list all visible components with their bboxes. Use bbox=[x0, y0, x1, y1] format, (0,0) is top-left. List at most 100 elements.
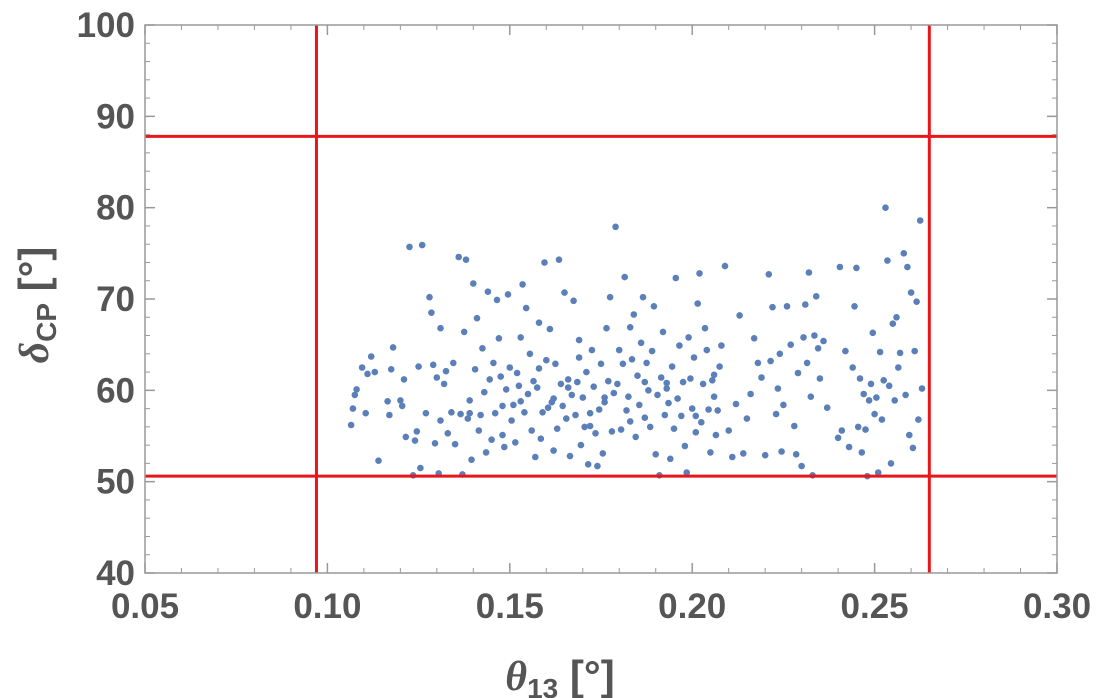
data-point bbox=[626, 418, 634, 425]
data-point bbox=[780, 401, 787, 409]
data-point bbox=[798, 462, 805, 470]
data-point bbox=[743, 415, 751, 422]
y-tick-label: 80 bbox=[96, 189, 135, 228]
reference-lines bbox=[145, 25, 1057, 573]
data-point bbox=[716, 363, 723, 370]
data-point bbox=[431, 440, 439, 447]
data-point bbox=[878, 416, 886, 423]
data-point bbox=[648, 347, 656, 355]
data-point bbox=[767, 357, 774, 365]
data-point bbox=[482, 449, 490, 456]
data-point bbox=[402, 433, 410, 441]
y-axis-symbol: δ bbox=[12, 342, 58, 364]
data-point bbox=[502, 386, 510, 393]
data-point bbox=[612, 223, 619, 231]
data-point bbox=[389, 344, 397, 351]
data-point bbox=[906, 431, 913, 439]
data-point bbox=[679, 378, 687, 386]
data-point bbox=[783, 303, 791, 310]
y-tick-label: 100 bbox=[77, 6, 135, 45]
data-point bbox=[429, 361, 437, 369]
data-point bbox=[397, 397, 404, 404]
data-point bbox=[484, 288, 492, 296]
data-point bbox=[433, 374, 441, 381]
data-point bbox=[761, 451, 769, 459]
tick-labels: 0.05 0.10 0.15 0.20 0.25 0.30 40 50 60 70 80 90 100 bbox=[77, 6, 1091, 626]
data-point bbox=[916, 217, 924, 224]
data-point bbox=[672, 274, 680, 282]
data-point bbox=[887, 460, 895, 467]
data-point bbox=[891, 397, 898, 404]
data-point bbox=[814, 345, 822, 352]
data-point bbox=[584, 461, 592, 468]
data-point bbox=[725, 427, 732, 434]
data-point bbox=[787, 341, 794, 349]
data-point bbox=[387, 366, 395, 373]
data-points bbox=[347, 204, 926, 480]
data-point bbox=[610, 389, 618, 397]
data-point bbox=[885, 382, 893, 390]
data-point bbox=[437, 417, 444, 424]
data-point bbox=[362, 409, 370, 417]
data-point bbox=[426, 293, 433, 301]
data-point bbox=[586, 409, 594, 417]
data-point bbox=[696, 270, 703, 277]
data-point bbox=[623, 407, 630, 414]
data-point bbox=[683, 469, 690, 476]
data-point bbox=[842, 347, 849, 355]
data-point bbox=[590, 383, 597, 391]
data-point bbox=[876, 348, 884, 356]
data-point bbox=[457, 410, 464, 418]
data-point bbox=[849, 364, 856, 371]
data-point bbox=[650, 303, 658, 310]
data-point bbox=[690, 354, 698, 361]
data-point bbox=[528, 427, 535, 434]
data-point bbox=[448, 409, 455, 416]
y-tick-label: 50 bbox=[96, 463, 135, 502]
data-point bbox=[557, 380, 565, 388]
data-point bbox=[552, 360, 559, 368]
data-point bbox=[413, 428, 421, 435]
data-point bbox=[442, 367, 450, 375]
data-point bbox=[364, 370, 371, 378]
data-point bbox=[555, 256, 563, 264]
data-point bbox=[854, 423, 862, 431]
data-point bbox=[774, 385, 782, 392]
data-point bbox=[907, 289, 915, 296]
data-point bbox=[550, 447, 557, 454]
data-point bbox=[630, 311, 638, 318]
y-axis-label: δCP [°] bbox=[10, 247, 62, 364]
data-point bbox=[707, 449, 714, 456]
data-point bbox=[477, 411, 484, 419]
data-point bbox=[688, 405, 696, 412]
data-point bbox=[867, 380, 875, 388]
x-tick-label: 0.10 bbox=[293, 587, 361, 626]
data-point bbox=[521, 409, 528, 416]
data-point bbox=[909, 444, 917, 452]
data-point bbox=[636, 401, 643, 409]
data-point bbox=[466, 409, 474, 417]
data-point bbox=[574, 378, 581, 386]
data-point bbox=[349, 405, 357, 412]
data-point bbox=[625, 393, 632, 401]
data-point bbox=[575, 354, 583, 361]
data-point bbox=[685, 334, 692, 341]
data-point bbox=[444, 430, 452, 437]
data-point bbox=[537, 435, 545, 443]
data-point bbox=[667, 455, 674, 463]
data-point bbox=[411, 437, 419, 444]
data-point bbox=[460, 328, 468, 336]
x-axis-subscript: 13 bbox=[527, 673, 558, 698]
data-point bbox=[553, 425, 561, 433]
data-point bbox=[486, 376, 494, 383]
data-point bbox=[652, 451, 659, 458]
data-point bbox=[512, 439, 519, 446]
data-point bbox=[519, 281, 526, 288]
data-point bbox=[575, 336, 583, 344]
data-point bbox=[440, 380, 448, 388]
data-point bbox=[347, 421, 355, 429]
data-point bbox=[510, 401, 517, 409]
data-point bbox=[670, 425, 678, 433]
data-point bbox=[475, 427, 483, 434]
x-tick-label: 0.30 bbox=[1023, 587, 1091, 626]
